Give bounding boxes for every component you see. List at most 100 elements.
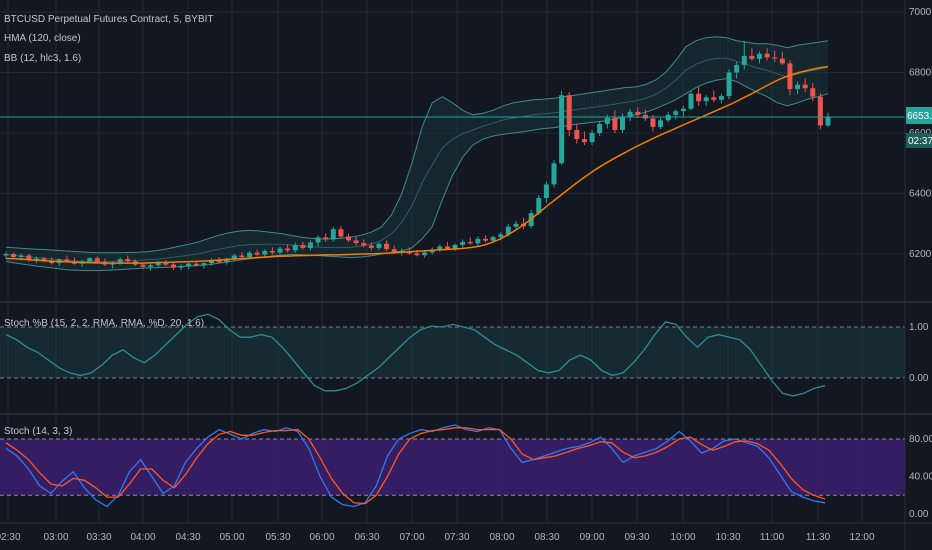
candle-body <box>155 262 161 266</box>
candle-body <box>117 259 123 263</box>
price-tick-label: 7000.0 <box>909 7 932 18</box>
candle-body <box>87 258 93 262</box>
bb-legend[interactable]: BB (12, hlc3, 1.6) <box>4 53 81 64</box>
candle-body <box>574 129 580 140</box>
candle-body <box>338 229 344 237</box>
candles[interactable] <box>3 40 831 271</box>
candle-body <box>513 223 519 227</box>
stoch-legend[interactable]: Stoch (14, 3, 3) <box>4 426 72 437</box>
countdown-tag: 02:37 <box>908 136 932 147</box>
candle-body <box>216 260 222 263</box>
candle-body <box>170 264 176 268</box>
candle-body <box>703 97 709 102</box>
stoch-rsi-tick-label: 0.00 <box>909 373 929 384</box>
candle-body <box>597 123 603 133</box>
candle-body <box>551 163 557 185</box>
candle-body <box>490 237 496 241</box>
candle-body <box>231 255 237 259</box>
bb-upper <box>5 36 829 254</box>
stoch-tick-label: 0.00 <box>909 509 929 520</box>
candle-body <box>376 243 382 248</box>
candle-body <box>467 241 473 244</box>
symbol-title[interactable]: BTCUSD Perpetual Futures Contract, 5, BY… <box>4 14 214 25</box>
stoch-reference-lines <box>0 438 905 496</box>
time-tick-label: 10:30 <box>715 532 740 543</box>
candle-body <box>353 240 359 244</box>
candle-body <box>307 242 313 248</box>
candle-body <box>209 260 214 264</box>
candle-body <box>566 95 572 130</box>
time-tick-label: 07:30 <box>444 532 469 543</box>
time-tick-label: 06:30 <box>354 532 379 543</box>
candle-body <box>627 111 633 117</box>
candle-body <box>680 108 686 112</box>
candle-body <box>757 53 762 59</box>
candle-body <box>125 259 131 262</box>
candle-body <box>673 111 679 115</box>
candle-body <box>148 265 154 267</box>
candle-body <box>94 258 100 262</box>
candle-body <box>300 244 306 248</box>
candle-body <box>41 258 47 261</box>
candle-body <box>277 248 283 253</box>
stoch-axis[interactable]: 0.00 40.00 80.00 <box>909 434 932 520</box>
candle-body <box>726 72 732 97</box>
candle-body <box>18 255 24 258</box>
candle-body <box>330 229 336 240</box>
candle-body <box>498 234 504 238</box>
stoch-lines <box>5 424 826 508</box>
time-tick-label: 04:30 <box>175 532 200 543</box>
candle-body <box>452 244 458 249</box>
candle-body <box>620 116 625 130</box>
candle-body <box>795 84 801 90</box>
candle-body <box>254 252 260 255</box>
candle-body <box>650 118 656 127</box>
time-tick-label: 11:00 <box>760 532 785 543</box>
time-axis[interactable]: 02:30 03:00 03:30 04:00 04:30 05:00 05:30 06:00… <box>0 532 875 543</box>
candle-body <box>658 120 664 127</box>
candle-body <box>437 246 443 250</box>
candle-body <box>711 97 717 100</box>
candle-body <box>26 255 32 261</box>
stoch-rsi-axis[interactable]: 0.00 1.00 <box>909 322 929 384</box>
bb-fill <box>6 36 828 271</box>
stoch-rsi-legend[interactable]: Stoch %B (15, 2, 2, RMA, RMA, %D, 20, 1.… <box>4 318 204 329</box>
candle-body <box>422 252 428 256</box>
candle-body <box>734 64 740 73</box>
candle-body <box>292 244 298 251</box>
candle-body <box>201 263 207 266</box>
candle-body <box>741 55 747 65</box>
time-tick-label: 03:00 <box>43 532 68 543</box>
bb-basis <box>5 57 829 263</box>
stoch-rsi-path <box>5 313 826 397</box>
candle-body <box>787 63 793 90</box>
time-tick-label: 11:30 <box>806 532 831 543</box>
candle-body <box>384 243 390 250</box>
candle-body <box>749 55 755 59</box>
candle-body <box>186 263 192 267</box>
candle-body <box>779 58 785 64</box>
stoch-k-path <box>5 424 826 508</box>
candle-body <box>368 245 374 248</box>
price-tag: 6653.0 <box>907 111 932 122</box>
candle-body <box>688 93 694 109</box>
time-tick-label: 04:00 <box>130 532 155 543</box>
candle-body <box>285 248 291 251</box>
time-tick-label: 08:30 <box>534 532 559 543</box>
candle-body <box>604 117 610 124</box>
candle-body <box>718 96 724 100</box>
candle-body <box>696 93 702 102</box>
candle-body <box>764 53 770 58</box>
candle-body <box>315 237 321 243</box>
time-tick-label: 09:00 <box>579 532 604 543</box>
candle-body <box>612 117 618 130</box>
candle-body <box>33 258 39 261</box>
stoch-tick-label: 80.00 <box>909 434 932 445</box>
candle-body <box>239 255 245 258</box>
candle-body <box>140 264 146 267</box>
stoch-d-path <box>5 427 826 505</box>
candle-body <box>559 95 565 164</box>
hma-legend[interactable]: HMA (120, close) <box>4 33 81 44</box>
candle-body <box>589 133 595 143</box>
